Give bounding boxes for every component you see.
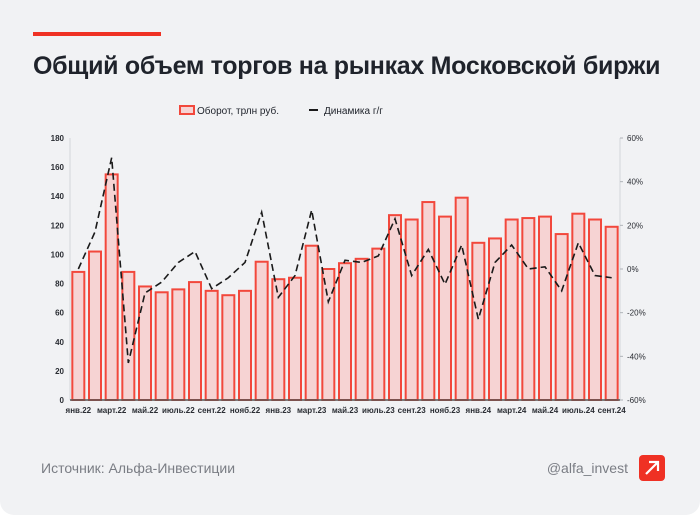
bar-июль.22 (171, 288, 186, 401)
x-tick-label: май.24 (532, 406, 559, 415)
bar-нояб.22 (238, 289, 252, 402)
bar-апр.24 (521, 217, 536, 401)
x-tick-label: янв.22 (66, 406, 92, 415)
bar-июнь.22 (154, 291, 169, 401)
bar-янв.22 (71, 270, 86, 401)
bar-март.24 (504, 218, 519, 401)
bar-март.23 (304, 244, 319, 401)
bar-авг.24 (588, 218, 602, 401)
accent-bar (33, 32, 161, 36)
bar-дек.23 (454, 196, 469, 401)
legend-bar-swatch (179, 105, 195, 115)
bar-сент.22 (204, 289, 219, 402)
bar-июль.23 (371, 247, 386, 401)
bar-окт.22 (221, 294, 236, 402)
x-tick-label: март.23 (297, 406, 327, 415)
y-left-tick-label: 40 (55, 338, 64, 347)
bar-апр.23 (321, 268, 336, 401)
y-left-tick-label: 120 (51, 221, 65, 230)
x-tick-label: сент.23 (398, 406, 427, 415)
bar-июль.24 (571, 212, 586, 401)
x-tick-label: июль.23 (362, 406, 395, 415)
y-right-tick-label: -60% (627, 396, 646, 405)
source-note: Источник: Альфа-Инвестиции (41, 460, 236, 476)
y-left-tick-label: 180 (51, 134, 65, 143)
bar-февр.22 (88, 250, 102, 401)
y-right-tick-label: -40% (627, 352, 646, 361)
x-tick-label: июль.22 (162, 406, 195, 415)
alfa-logo-icon (639, 455, 665, 481)
bar-янв.24 (471, 241, 486, 401)
x-tick-label: март.24 (497, 406, 527, 415)
chart: 0 20 40 60 80 100 120 140 160 180 -60% -40% -20% 0% 20… (51, 105, 646, 415)
bar-окт.23 (421, 201, 436, 401)
bar-авг.23 (388, 214, 402, 401)
x-tick-label: июль.24 (562, 406, 595, 415)
bar-июнь.24 (554, 233, 569, 401)
x-tick-label: май.23 (332, 406, 359, 415)
y-left-tick-label: 160 (51, 163, 65, 172)
y-right-tick-label: 40% (627, 178, 643, 187)
yoy-line (77, 157, 612, 364)
legend-bar-label: Оборот, трлн руб. (197, 105, 279, 117)
y-right-tick-label: 0% (627, 265, 639, 274)
y-left-tick-label: 100 (51, 250, 65, 259)
x-tick-label: сент.22 (198, 406, 227, 415)
bar-май.24 (538, 215, 552, 401)
y-right-tick-label: 20% (627, 221, 643, 230)
bar-сент.24 (604, 225, 619, 401)
x-tick-label: янв.24 (466, 406, 492, 415)
y-left-tick-label: 140 (51, 192, 65, 201)
bar-апр.22 (121, 270, 136, 401)
x-tick-label: май.22 (132, 406, 159, 415)
x-tick-label: сент.24 (598, 406, 627, 415)
bar-май.23 (338, 262, 352, 401)
y-left-tick-label: 60 (55, 309, 64, 318)
x-tick-label: янв.23 (266, 406, 292, 415)
x-tick-label: нояб.22 (230, 406, 261, 415)
bar-июнь.23 (354, 257, 369, 401)
y-right-tick-label: -20% (627, 309, 646, 318)
chart-title: Общий объем торгов на рынках Московской … (33, 52, 661, 80)
y-left-tick-label: 20 (55, 367, 64, 376)
y-left-tick-label: 0 (60, 396, 65, 405)
legend-line-label: Динамика г/г (324, 106, 383, 117)
bar-дек.22 (254, 260, 269, 401)
social-handle[interactable]: @alfa_invest (546, 460, 628, 476)
y-left-tick-label: 80 (55, 280, 64, 289)
x-tick-label: март.22 (97, 406, 127, 415)
y-right-tick-label: 60% (627, 134, 643, 143)
bar-нояб.23 (438, 215, 452, 401)
bar-февр.23 (288, 276, 302, 402)
bar-сент.23 (404, 218, 419, 401)
x-tick-label: нояб.23 (430, 406, 461, 415)
bar-авг.22 (188, 281, 202, 402)
bar-май.22 (138, 285, 152, 402)
